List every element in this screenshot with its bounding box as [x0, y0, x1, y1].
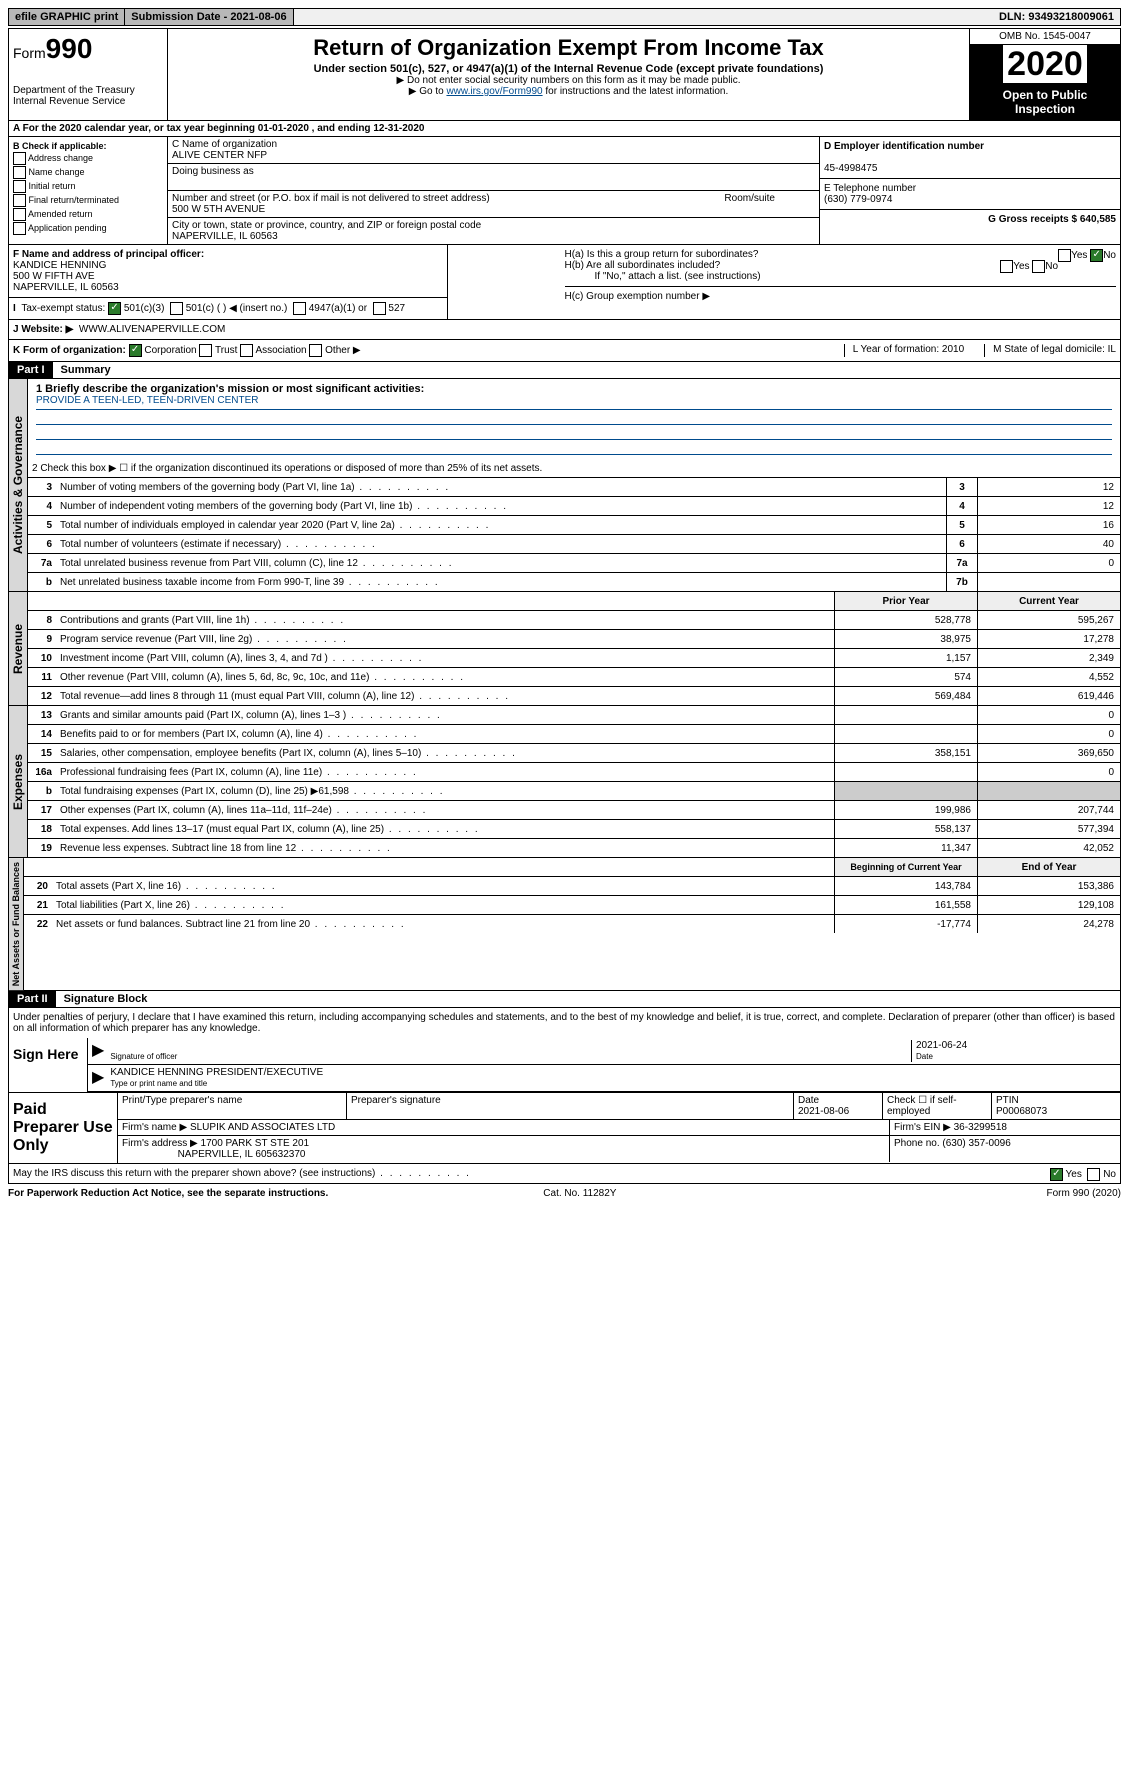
table-row: bTotal fundraising expenses (Part IX, co…: [28, 782, 1120, 801]
ha-yes-checkbox[interactable]: [1058, 249, 1071, 262]
org-name: ALIVE CENTER NFP: [172, 150, 267, 161]
assoc-checkbox[interactable]: [240, 344, 253, 357]
application-pending-checkbox[interactable]: [13, 222, 26, 235]
paid-preparer-label: Paid Preparer Use Only: [9, 1093, 117, 1163]
form-footer: Form 990 (2020): [1047, 1188, 1121, 1199]
form-header: Form990 Department of the Treasury Inter…: [8, 28, 1121, 121]
row-j-website: J Website: ▶ WWW.ALIVENAPERVILLE.COM: [8, 320, 1121, 340]
table-row: 11Other revenue (Part VIII, column (A), …: [28, 668, 1120, 687]
ssn-note: ▶ Do not enter social security numbers o…: [172, 75, 965, 86]
firm-name: SLUPIK AND ASSOCIATES LTD: [190, 1122, 335, 1133]
form-subtitle: Under section 501(c), 527, or 4947(a)(1)…: [172, 63, 965, 75]
efile-button[interactable]: efile GRAPHIC print: [9, 9, 125, 25]
table-row: 14Benefits paid to or for members (Part …: [28, 725, 1120, 744]
row-a-period: A For the 2020 calendar year, or tax yea…: [8, 121, 1121, 137]
table-row: 10Investment income (Part VIII, column (…: [28, 649, 1120, 668]
discuss-row: May the IRS discuss this return with the…: [8, 1164, 1121, 1184]
name-change-checkbox[interactable]: [13, 166, 26, 179]
dln-label: DLN: 93493218009061: [993, 9, 1120, 25]
firm-ein: 36-3299518: [954, 1122, 1007, 1133]
col-b-checkboxes: B Check if applicable: Address change Na…: [9, 137, 168, 244]
website-value: WWW.ALIVENAPERVILLE.COM: [79, 324, 226, 335]
tax-year: 2020: [970, 45, 1120, 84]
table-row: 19Revenue less expenses. Subtract line 1…: [28, 839, 1120, 857]
ein-value: 45-4998475: [824, 163, 877, 174]
table-row: 22Net assets or fund balances. Subtract …: [24, 915, 1120, 933]
ptin-value: P00068073: [996, 1106, 1047, 1117]
part1-header: Part I: [9, 362, 53, 378]
amended-return-checkbox[interactable]: [13, 208, 26, 221]
firm-phone: (630) 357-0096: [942, 1138, 1010, 1149]
form-number: Form990: [13, 33, 163, 65]
side-netassets: Net Assets or Fund Balances: [9, 858, 24, 990]
part1-title: Summary: [53, 362, 119, 378]
part2-title: Signature Block: [56, 991, 156, 1007]
dba-label: Doing business as: [168, 164, 819, 191]
table-row: 21Total liabilities (Part X, line 26)161…: [24, 896, 1120, 915]
table-row: 17Other expenses (Part IX, column (A), l…: [28, 801, 1120, 820]
form-title: Return of Organization Exempt From Incom…: [172, 35, 965, 61]
501c3-checkbox[interactable]: ✓: [108, 302, 121, 315]
submission-date: Submission Date - 2021-08-06: [125, 9, 293, 25]
table-row: 13Grants and similar amounts paid (Part …: [28, 706, 1120, 725]
perjury-declaration: Under penalties of perjury, I declare th…: [9, 1008, 1120, 1038]
table-row: 3Number of voting members of the governi…: [28, 478, 1120, 497]
hb-yes-checkbox[interactable]: [1000, 260, 1013, 273]
table-row: 12Total revenue—add lines 8 through 11 (…: [28, 687, 1120, 705]
gross-receipts: G Gross receipts $ 640,585: [988, 214, 1116, 225]
table-row: 8Contributions and grants (Part VIII, li…: [28, 611, 1120, 630]
paperwork-notice: For Paperwork Reduction Act Notice, see …: [8, 1188, 328, 1199]
table-row: 5Total number of individuals employed in…: [28, 516, 1120, 535]
side-governance: Activities & Governance: [9, 379, 28, 591]
corp-checkbox[interactable]: ✓: [129, 344, 142, 357]
phone-value: (630) 779-0974: [824, 194, 892, 205]
trust-checkbox[interactable]: [199, 344, 212, 357]
table-row: 15Salaries, other compensation, employee…: [28, 744, 1120, 763]
block-f-h: F Name and address of principal officer:…: [8, 245, 1121, 320]
state-domicile: M State of legal domicile: IL: [984, 344, 1116, 357]
table-row: 16aProfessional fundraising fees (Part I…: [28, 763, 1120, 782]
dept-label: Department of the Treasury: [13, 85, 163, 96]
501c-checkbox[interactable]: [170, 302, 183, 315]
discuss-yes-checkbox[interactable]: ✓: [1050, 1168, 1063, 1181]
part2-header: Part II: [9, 991, 56, 1007]
side-revenue: Revenue: [9, 592, 28, 705]
other-checkbox[interactable]: [309, 344, 322, 357]
discuss-no-checkbox[interactable]: [1087, 1168, 1100, 1181]
irs-label: Internal Revenue Service: [13, 96, 163, 107]
initial-return-checkbox[interactable]: [13, 180, 26, 193]
hb-no-checkbox[interactable]: [1032, 260, 1045, 273]
table-row: bNet unrelated business taxable income f…: [28, 573, 1120, 591]
table-row: 6Total number of volunteers (estimate if…: [28, 535, 1120, 554]
officer-name: KANDICE HENNING: [13, 260, 106, 271]
final-return-checkbox[interactable]: [13, 194, 26, 207]
side-expenses: Expenses: [9, 706, 28, 857]
block-b-c-d: B Check if applicable: Address change Na…: [8, 137, 1121, 245]
527-checkbox[interactable]: [373, 302, 386, 315]
omb-number: OMB No. 1545-0047: [970, 29, 1120, 45]
top-toolbar: efile GRAPHIC print Submission Date - 20…: [8, 8, 1121, 26]
table-row: 9Program service revenue (Part VIII, lin…: [28, 630, 1120, 649]
signer-name: KANDICE HENNING PRESIDENT/EXECUTIVE: [110, 1067, 323, 1078]
table-row: 18Total expenses. Add lines 13–17 (must …: [28, 820, 1120, 839]
table-row: 20Total assets (Part X, line 16)143,7841…: [24, 877, 1120, 896]
table-row: 7aTotal unrelated business revenue from …: [28, 554, 1120, 573]
ha-no-checkbox[interactable]: ✓: [1090, 249, 1103, 262]
table-row: 4Number of independent voting members of…: [28, 497, 1120, 516]
open-public-badge: Open to Public Inspection: [970, 84, 1120, 120]
address-change-checkbox[interactable]: [13, 152, 26, 165]
4947-checkbox[interactable]: [293, 302, 306, 315]
cat-no: Cat. No. 11282Y: [543, 1188, 616, 1199]
mission-text: PROVIDE A TEEN-LED, TEEN-DRIVEN CENTER: [36, 395, 1112, 410]
year-formation: L Year of formation: 2010: [844, 344, 964, 357]
org-city: NAPERVILLE, IL 60563: [172, 231, 278, 242]
org-address: 500 W 5TH AVENUE: [172, 204, 265, 215]
irs-link[interactable]: www.irs.gov/Form990: [446, 86, 542, 97]
sign-here-label: Sign Here: [9, 1038, 88, 1092]
goto-note: ▶ Go to www.irs.gov/Form990 for instruct…: [172, 86, 965, 97]
row-k-form-org: K Form of organization: ✓ Corporation Tr…: [8, 340, 1121, 362]
